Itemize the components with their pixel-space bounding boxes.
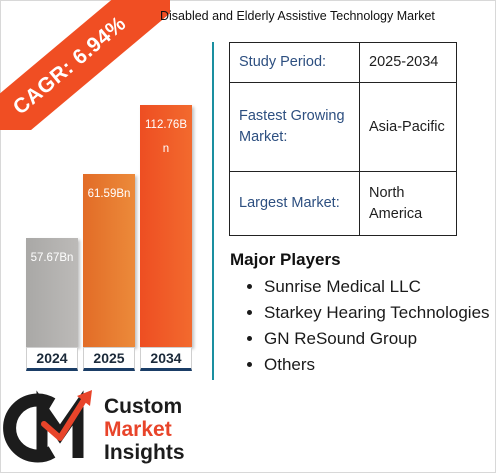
bar-value-2025: 61.59Bn <box>87 188 131 200</box>
bar-value-2024: 57.67Bn <box>30 252 74 264</box>
study-period-value: 2025-2034 <box>359 42 457 83</box>
list-item: Starkey Hearing Technologies <box>264 300 496 326</box>
largest-market-key: Largest Market: <box>229 171 360 236</box>
bar-2024: 57.67Bn <box>26 238 78 347</box>
fastest-growing-value: Asia-Pacific <box>359 82 457 172</box>
list-item: Others <box>264 352 496 378</box>
year-label-2024: 2024 <box>26 347 78 371</box>
year-label-2025: 2025 <box>83 347 135 371</box>
logo-line-insights: Insights <box>104 441 185 464</box>
study-period-key: Study Period: <box>229 42 360 83</box>
cagr-label: CAGR: 6.94% <box>8 11 131 120</box>
table-row: Largest Market: North America <box>229 171 457 236</box>
major-players-list: Sunrise Medical LLC Starkey Hearing Tech… <box>244 274 496 378</box>
page-title: Disabled and Elderly Assistive Technolog… <box>160 9 435 23</box>
largest-market-value: North America <box>359 171 457 236</box>
logo-line-market: Market <box>104 418 172 441</box>
logo-line-custom: Custom <box>104 395 183 418</box>
logo-wordmark: Custom Market Insights <box>104 395 185 464</box>
fastest-growing-key: Fastest Growing Market: <box>229 82 360 172</box>
list-item: Sunrise Medical LLC <box>264 274 496 300</box>
table-row: Study Period: 2025-2034 <box>229 42 457 83</box>
bar-2025: 61.59Bn <box>83 174 135 347</box>
cmi-logo-mark-icon <box>3 390 92 463</box>
market-info-table: Study Period: 2025-2034 Fastest Growing … <box>229 42 457 236</box>
bar-value-2034: 112.76Bn <box>145 119 187 155</box>
bar-2034: 112.76Bn <box>140 105 192 347</box>
major-players-title: Major Players <box>230 250 341 269</box>
vertical-divider <box>212 42 214 380</box>
table-row: Fastest Growing Market: Asia-Pacific <box>229 82 457 172</box>
year-label-2034: 2034 <box>140 347 192 371</box>
list-item: GN ReSound Group <box>264 326 496 352</box>
